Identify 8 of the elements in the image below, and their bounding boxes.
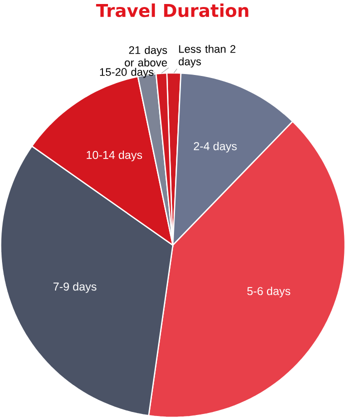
slice-label: 21 days or above <box>124 46 168 66</box>
slice-label: Less than 2 days <box>178 44 236 68</box>
slice-label: 7-9 days <box>54 282 97 293</box>
slice-label: 5-6 days <box>247 286 290 298</box>
chart-title: Travel Duration <box>96 3 248 18</box>
slice-label: 2-4 days <box>194 142 237 152</box>
slice-label: 15-20 days <box>100 68 154 78</box>
slice-label: 10-14 days <box>86 150 142 162</box>
